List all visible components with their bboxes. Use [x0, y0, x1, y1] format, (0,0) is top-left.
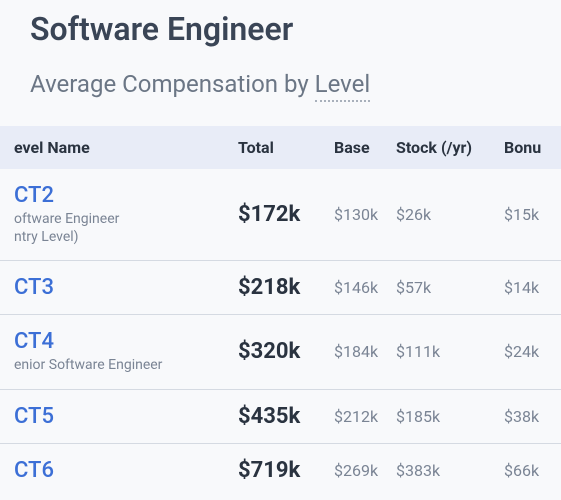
- cell-total: $172k: [230, 169, 326, 261]
- bonus-value: $24k: [504, 342, 539, 361]
- col-header-level[interactable]: evel Name: [0, 126, 230, 169]
- bonus-value: $15k: [504, 205, 539, 224]
- base-value: $184k: [334, 342, 378, 361]
- cell-total: $435k: [230, 389, 326, 443]
- cell-stock: $57k: [388, 261, 496, 315]
- table-header-row: evel Name Total Base Stock (/yr) Bonu: [0, 126, 561, 169]
- cell-base: $269k: [326, 443, 388, 497]
- cell-level: CT6: [0, 443, 230, 497]
- cell-stock: $111k: [388, 315, 496, 389]
- cell-total: $218k: [230, 261, 326, 315]
- cell-base: $146k: [326, 261, 388, 315]
- table-row[interactable]: CT3 $218k $146k $57k $14k: [0, 261, 561, 315]
- level-code-link[interactable]: CT5: [14, 404, 222, 429]
- cell-base: $184k: [326, 315, 388, 389]
- level-code-link[interactable]: CT4: [14, 329, 222, 354]
- col-header-base[interactable]: Base: [326, 126, 388, 169]
- cell-level: CT3: [0, 261, 230, 315]
- compensation-table: evel Name Total Base Stock (/yr) Bonu CT…: [0, 126, 561, 497]
- cell-bonus: $66k: [496, 443, 561, 497]
- table-row[interactable]: CT4 enior Software Engineer $320k $184k $111…: [0, 315, 561, 389]
- level-code-link[interactable]: CT6: [14, 458, 222, 483]
- level-word[interactable]: Level: [315, 70, 371, 102]
- col-header-total[interactable]: Total: [230, 126, 326, 169]
- table-row[interactable]: CT6 $719k $269k $383k $66k: [0, 443, 561, 497]
- stock-value: $383k: [396, 461, 440, 480]
- section-title: Average Compensation by Level: [0, 48, 561, 98]
- base-value: $269k: [334, 461, 378, 480]
- level-subtitle: oftware Engineerntry Level): [14, 210, 222, 246]
- level-code-link[interactable]: CT2: [14, 183, 222, 208]
- stock-value: $185k: [396, 407, 440, 426]
- cell-stock: $185k: [388, 389, 496, 443]
- total-value: $320k: [238, 339, 300, 364]
- cell-bonus: $24k: [496, 315, 561, 389]
- bonus-value: $14k: [504, 278, 539, 297]
- cell-level: CT5: [0, 389, 230, 443]
- cell-bonus: $14k: [496, 261, 561, 315]
- stock-value: $57k: [396, 278, 431, 297]
- section-title-prefix: Average Compensation by: [30, 70, 315, 98]
- level-code-link[interactable]: CT3: [14, 275, 222, 300]
- cell-base: $130k: [326, 169, 388, 261]
- table-row[interactable]: CT2oftware Engineerntry Level) $172k $130k…: [0, 169, 561, 261]
- stock-value: $26k: [396, 205, 431, 224]
- total-value: $435k: [238, 404, 300, 429]
- cell-total: $320k: [230, 315, 326, 389]
- bonus-value: $66k: [504, 461, 539, 480]
- level-subtitle: enior Software Engineer: [14, 356, 222, 374]
- page-title: Software Engineer: [0, 0, 561, 48]
- cell-level: CT4 enior Software Engineer: [0, 315, 230, 389]
- base-value: $212k: [334, 407, 378, 426]
- cell-level: CT2oftware Engineerntry Level): [0, 169, 230, 261]
- total-value: $172k: [238, 202, 300, 227]
- cell-base: $212k: [326, 389, 388, 443]
- bonus-value: $38k: [504, 407, 539, 426]
- cell-stock: $26k: [388, 169, 496, 261]
- compensation-table-wrapper: evel Name Total Base Stock (/yr) Bonu CT…: [0, 126, 561, 497]
- cell-stock: $383k: [388, 443, 496, 497]
- cell-total: $719k: [230, 443, 326, 497]
- table-row[interactable]: CT5 $435k $212k $185k $38k: [0, 389, 561, 443]
- col-header-bonus[interactable]: Bonu: [496, 126, 561, 169]
- cell-bonus: $15k: [496, 169, 561, 261]
- total-value: $218k: [238, 275, 300, 300]
- base-value: $146k: [334, 278, 378, 297]
- col-header-stock[interactable]: Stock (/yr): [388, 126, 496, 169]
- stock-value: $111k: [396, 342, 440, 361]
- base-value: $130k: [334, 205, 378, 224]
- cell-bonus: $38k: [496, 389, 561, 443]
- total-value: $719k: [238, 458, 300, 483]
